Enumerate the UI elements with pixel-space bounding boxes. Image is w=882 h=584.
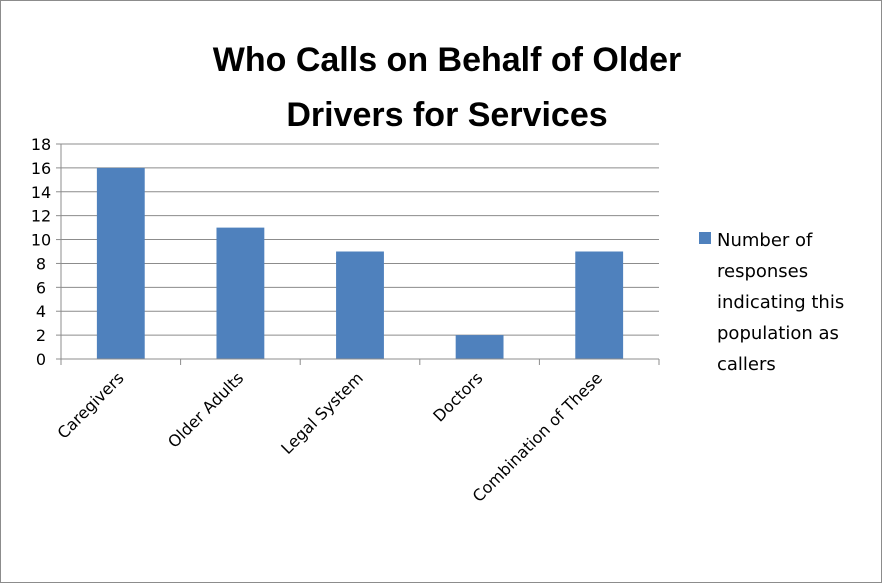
y-tick-labels: 0 2 4 6 8 10 12 14 16 18 [31, 135, 51, 369]
legend-line-3: indicating this [717, 292, 844, 313]
y-tick-label: 12 [31, 207, 51, 226]
x-category-label: Caregivers [53, 368, 127, 442]
y-tick-label: 0 [36, 350, 46, 369]
category-labels: Caregivers Older Adults Legal System Doctor… [53, 368, 606, 505]
x-category-label: Older Adults [164, 368, 247, 451]
bar [96, 167, 145, 359]
legend-line-2: responses [717, 261, 808, 282]
legend: Number of responses indicating this popu… [699, 230, 844, 375]
y-tick-label: 8 [36, 254, 46, 273]
y-tick-label: 2 [36, 326, 46, 345]
bar [455, 335, 504, 359]
bars [96, 167, 624, 359]
y-tick-label: 18 [31, 135, 51, 154]
y-tick-label: 16 [31, 159, 51, 178]
x-category-label: Combination of These [469, 368, 606, 505]
bar [336, 251, 384, 359]
chart-title-line-1: Who Calls on Behalf of Older [213, 41, 681, 79]
bar [216, 227, 265, 359]
legend-swatch [699, 232, 711, 244]
y-tick-label: 6 [36, 278, 46, 297]
legend-line-4: population as [717, 323, 839, 344]
x-category-label: Doctors [429, 368, 486, 425]
x-category-label: Legal System [277, 368, 367, 458]
y-tick-label: 14 [31, 183, 51, 202]
bar [575, 251, 624, 359]
y-tick-label: 4 [36, 302, 46, 321]
axes [56, 143, 660, 365]
gridlines [61, 143, 659, 336]
legend-line-5: callers [717, 354, 776, 375]
y-tick-label: 10 [31, 231, 51, 250]
chart-title-line-2: Drivers for Services [286, 96, 607, 134]
legend-line-1: Number of [717, 230, 813, 251]
